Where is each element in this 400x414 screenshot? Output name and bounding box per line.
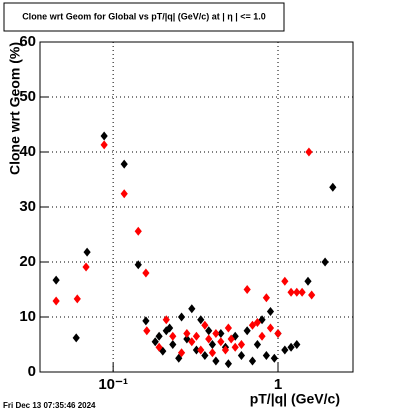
y-tick-label: 30 — [19, 198, 36, 215]
point — [183, 329, 191, 338]
point — [304, 276, 312, 286]
y-tick-label: 60 — [19, 33, 36, 50]
point — [52, 275, 60, 285]
point — [188, 337, 196, 347]
point — [155, 331, 163, 341]
point — [169, 340, 177, 349]
point — [72, 333, 80, 343]
point — [175, 353, 183, 363]
footer: Fri Dec 13 07:35:46 2024 — [3, 401, 96, 410]
point — [82, 262, 90, 272]
point — [266, 323, 275, 333]
point — [134, 226, 142, 236]
point — [270, 353, 278, 363]
point — [227, 334, 235, 344]
point — [120, 189, 128, 199]
point — [100, 131, 108, 141]
plot-frame — [39, 41, 354, 373]
point — [293, 287, 301, 297]
point — [266, 307, 275, 316]
point — [205, 326, 213, 336]
point — [258, 331, 266, 341]
y-tick-label: 0 — [28, 363, 36, 380]
point — [237, 340, 246, 349]
point — [243, 285, 251, 294]
y-axis-label: Clone wrt Geom (%) — [7, 42, 23, 175]
point — [188, 304, 196, 314]
x-tick-label: 1 — [274, 376, 282, 393]
y-tick-label: 50 — [19, 88, 36, 105]
point — [208, 348, 217, 358]
point — [192, 331, 201, 341]
point — [177, 312, 186, 322]
point — [293, 340, 301, 349]
point — [208, 340, 217, 349]
point — [329, 182, 337, 192]
point — [212, 356, 220, 366]
title-box — [3, 2, 285, 32]
point — [224, 359, 232, 369]
point — [197, 315, 205, 325]
point — [308, 290, 316, 300]
point — [120, 159, 128, 169]
point — [151, 337, 159, 347]
point — [169, 331, 177, 341]
point — [305, 147, 313, 157]
point — [100, 140, 108, 150]
point — [237, 351, 246, 360]
point — [177, 348, 186, 358]
chart-title: Clone wrt Geom for Global vs pT/|q| (GeV… — [22, 11, 266, 21]
point — [83, 247, 91, 257]
point — [281, 345, 289, 355]
point — [243, 326, 251, 336]
point — [217, 337, 225, 347]
point — [73, 294, 81, 304]
x-tick-label: 10⁻¹ — [98, 376, 128, 393]
point — [162, 315, 170, 325]
point — [258, 315, 266, 325]
point — [201, 320, 209, 330]
point — [205, 334, 213, 344]
point — [142, 316, 150, 326]
point — [253, 318, 262, 327]
point — [274, 329, 282, 338]
point — [224, 323, 232, 333]
point — [166, 323, 174, 333]
point — [52, 296, 60, 306]
point — [155, 342, 163, 352]
point — [212, 329, 220, 338]
point — [262, 293, 270, 303]
point — [217, 329, 225, 338]
point — [321, 257, 329, 267]
point — [221, 345, 230, 355]
point — [192, 345, 201, 355]
point — [201, 351, 209, 360]
point — [298, 287, 306, 297]
point — [287, 287, 295, 297]
y-tick-label: 40 — [19, 143, 36, 160]
point — [248, 356, 257, 366]
x-axis-label: pT/|q| (GeV/c) — [250, 391, 340, 407]
y-tick-label: 10 — [19, 308, 36, 325]
point — [262, 351, 270, 360]
point — [142, 268, 150, 278]
point — [287, 342, 295, 352]
y-tick-label: 20 — [19, 253, 36, 270]
point — [231, 342, 239, 352]
point — [143, 326, 151, 336]
point — [197, 345, 205, 355]
point — [253, 340, 262, 349]
point — [134, 260, 142, 270]
point — [281, 276, 289, 286]
